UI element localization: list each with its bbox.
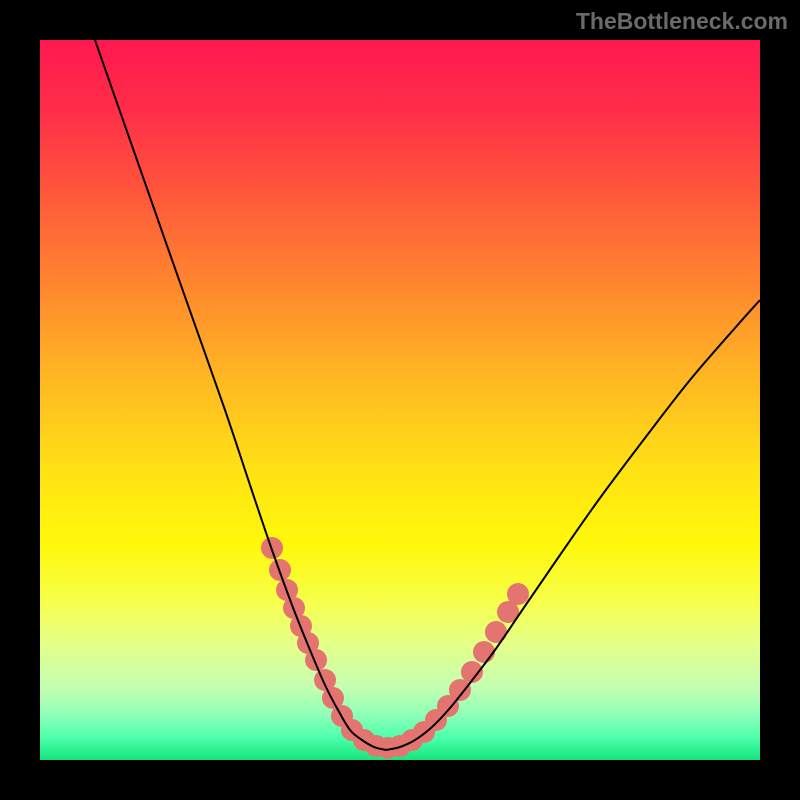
marker-dot	[485, 621, 507, 643]
marker-dot	[507, 583, 529, 605]
plot-area	[40, 40, 760, 760]
marker-cluster	[261, 537, 529, 759]
watermark-label: TheBottleneck.com	[576, 8, 788, 35]
curve-right	[386, 300, 760, 750]
marker-dot	[473, 641, 495, 663]
marker-dot	[449, 679, 471, 701]
curve-left	[95, 40, 386, 750]
chart-frame: TheBottleneck.com	[0, 0, 800, 800]
curve-layer	[40, 40, 760, 760]
marker-dot	[305, 649, 327, 671]
